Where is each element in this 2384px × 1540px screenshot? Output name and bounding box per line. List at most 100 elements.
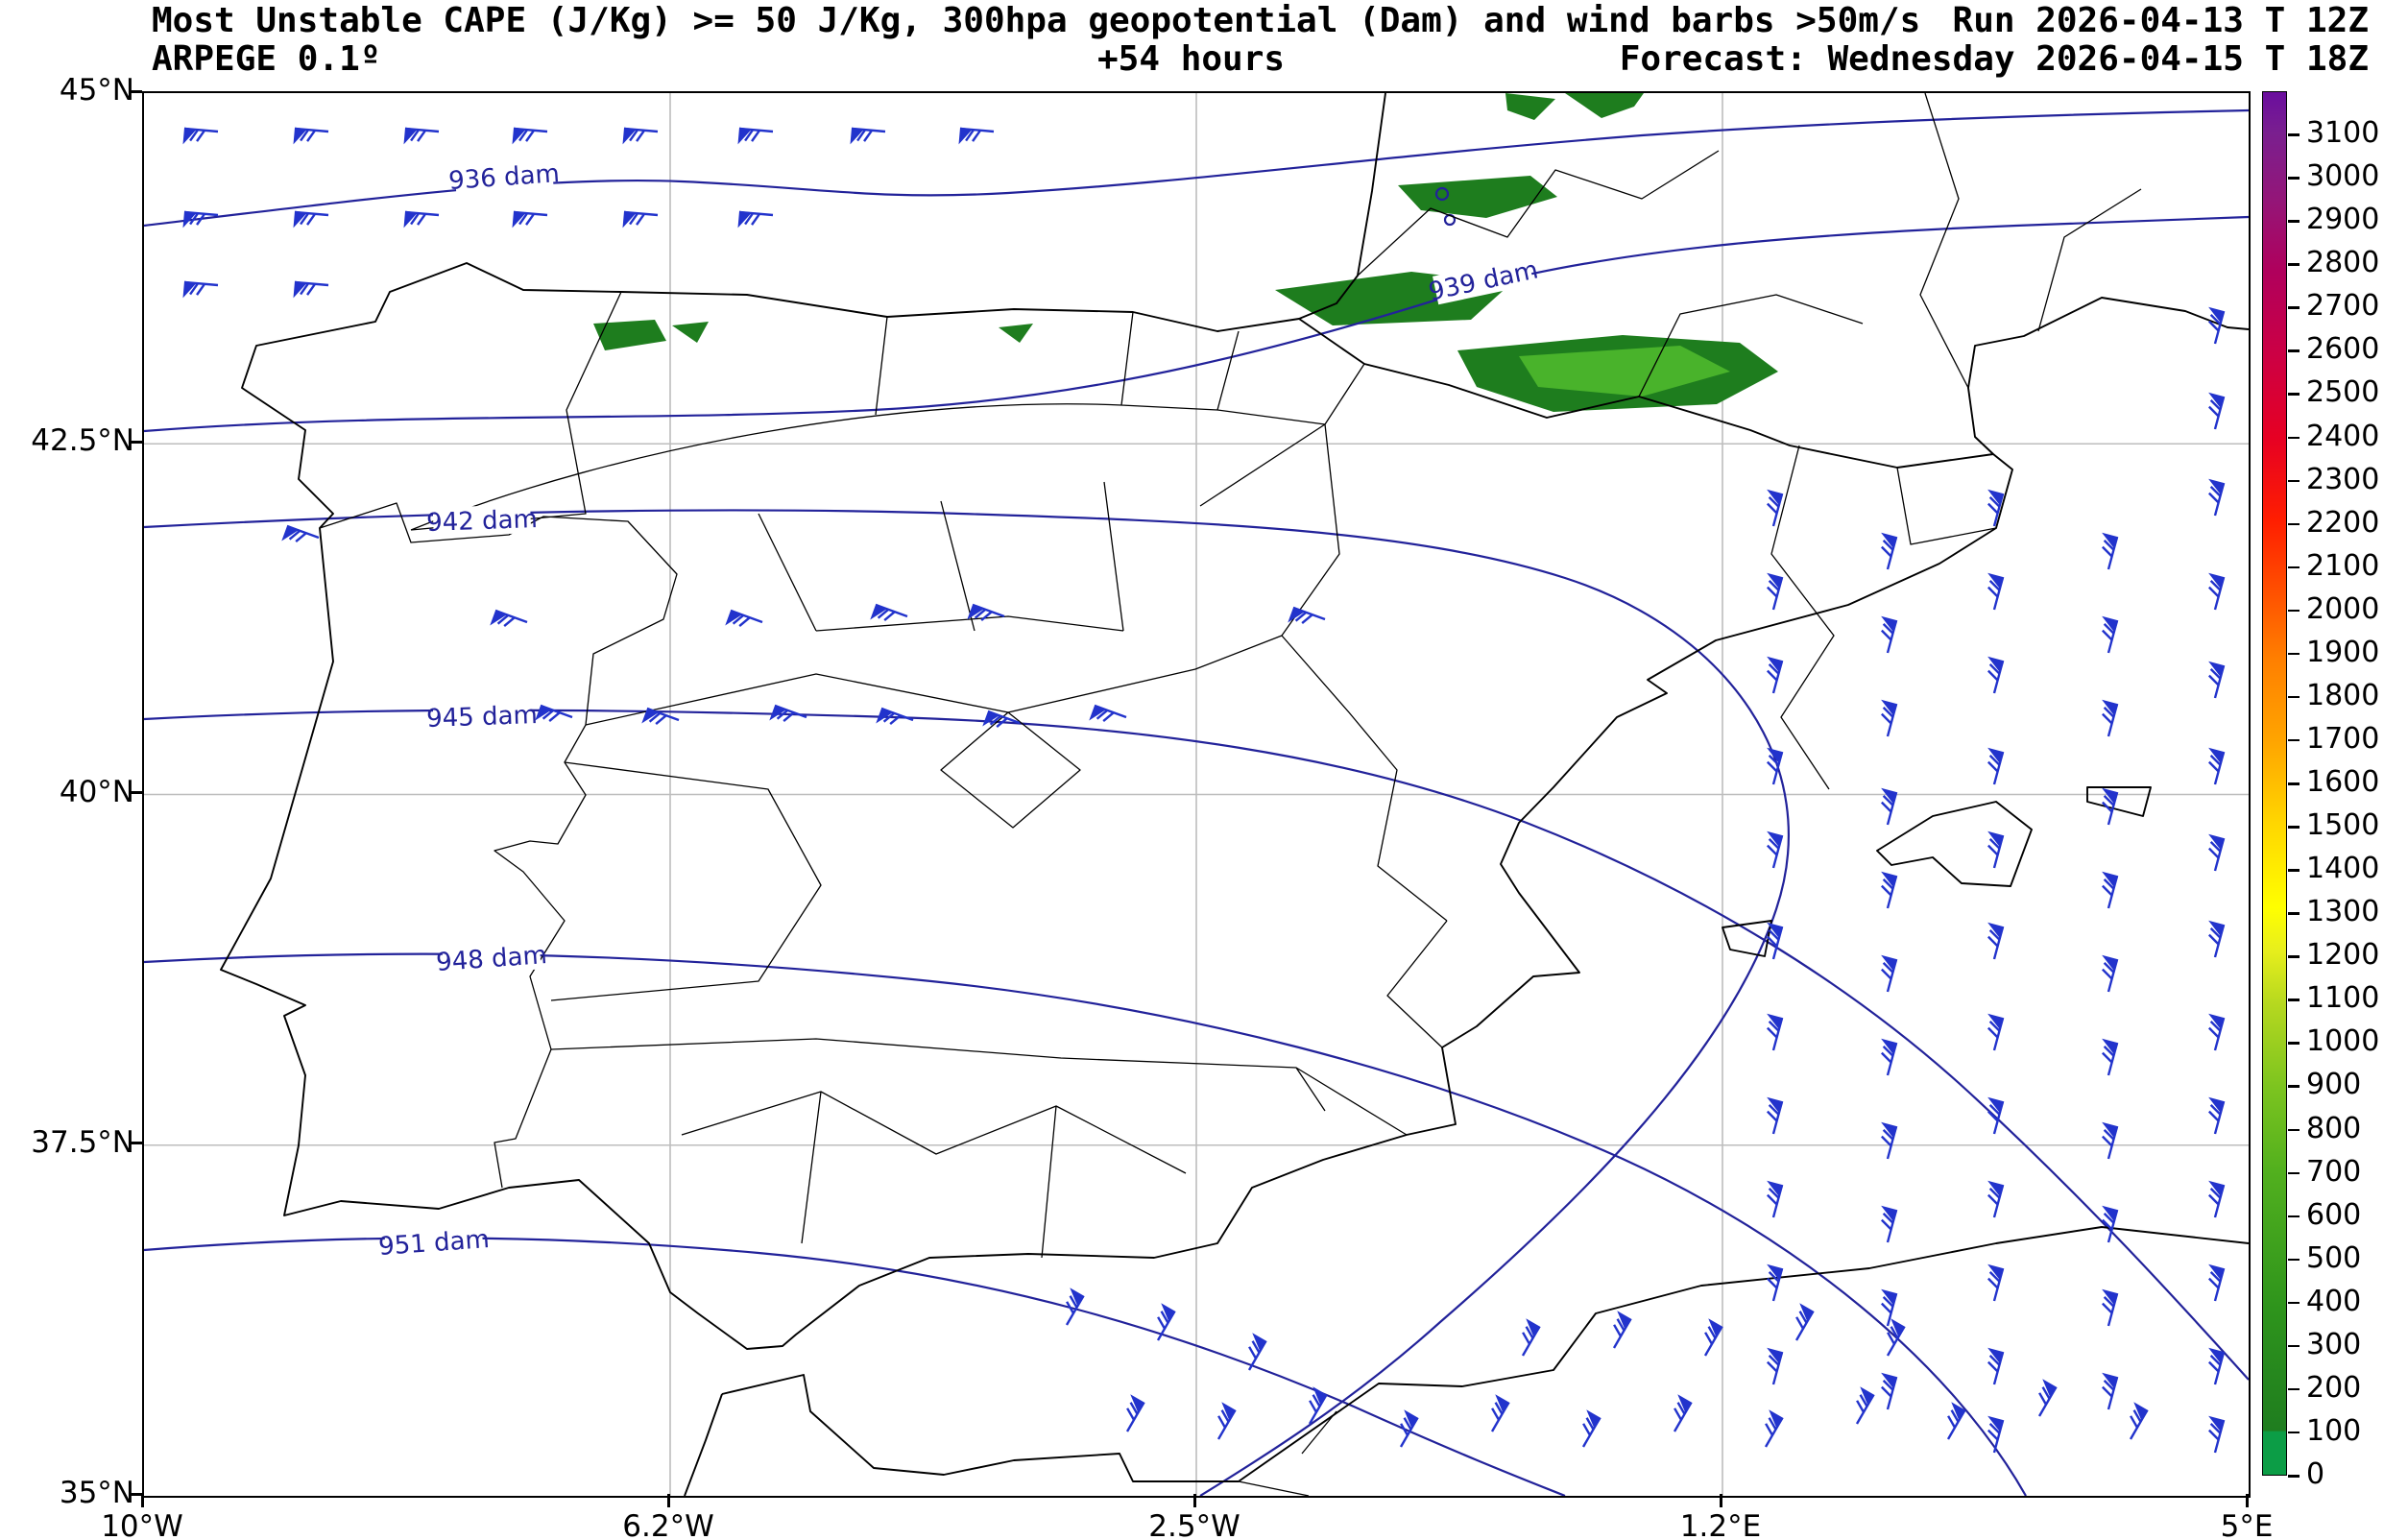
wind-barb [725,609,763,628]
colorbar-tick-label: 1600 [2306,764,2380,799]
colorbar-tick-mark [2288,1301,2300,1305]
y-tick-label: 35°N [59,1476,134,1510]
wind-barb [641,707,680,726]
wind-barb [1766,922,1784,960]
colorbar-tick-mark [2288,1042,2300,1045]
wind-barb [876,707,914,726]
x-tick-mark [140,1494,144,1507]
wind-barb [182,210,219,229]
wind-barb [2101,532,2119,570]
map-title: Most Unstable CAPE (J/Kg) >= 50 J/Kg, 30… [152,1,1921,40]
wind-barb [967,603,1005,622]
colorbar-tick-mark [2288,826,2300,829]
wind-barb [1880,615,1898,654]
wind-barb [1703,1318,1723,1357]
wind-barb [2101,1121,2119,1160]
colorbar-tick-mark [2288,306,2300,309]
wind-barb [870,603,908,622]
svg-text:945 dam: 945 dam [426,701,539,734]
x-tick-mark [1192,1494,1196,1507]
colorbar-tick-mark [2288,393,2300,396]
wind-barb [622,210,659,229]
colorbar-tick-label: 2200 [2306,505,2380,540]
x-tick-label: 5°E [2220,1509,2274,1540]
colorbar-tick-label: 2500 [2306,375,2380,410]
wind-barb [1987,489,2005,527]
colorbar-tick-label: 2400 [2306,419,2380,453]
model-label: ARPEGE 0.1º [152,39,381,79]
wind-barb [2101,1038,2119,1076]
colorbar-tick-mark [2288,349,2300,352]
wind-barb [737,210,774,229]
wind-barb [1521,1318,1541,1357]
wind-barb [1766,830,1784,869]
colorbar-tick-mark [2288,999,2300,1001]
wind-barb [1987,656,2005,694]
colorbar-tick-label: 2700 [2306,289,2380,324]
colorbar-tick-label: 200 [2306,1370,2362,1405]
cape-colorbar [2262,91,2287,1476]
x-tick-label: 2.5°W [1148,1509,1240,1540]
wind-barb [2207,1415,2226,1454]
wind-barb [1880,954,1898,993]
contour-label: 942 dam [426,504,538,538]
colorbar-tick-label: 2000 [2306,591,2380,626]
wind-barb [293,127,329,145]
colorbar-tick-label: 900 [2306,1068,2362,1102]
wind-barb [403,210,440,229]
wind-barb [281,524,320,543]
wind-barb [958,127,995,145]
colorbar-tick-mark [2288,869,2300,872]
portugal-spain-border [319,502,678,1189]
wind-barb [1766,572,1784,611]
contour-label: 951 dam [377,1224,491,1262]
wind-barb [1766,1096,1784,1135]
contour-label: 936 dam [447,158,561,196]
colorbar-tick-label: 800 [2306,1111,2362,1145]
wind-barb [1766,1013,1784,1051]
wind-barb [2101,1288,2119,1327]
wind-barb [737,127,774,145]
wind-barb [1880,871,1898,909]
colorbar-tick-mark [2288,220,2300,223]
colorbar-tick-label: 1700 [2306,721,2380,756]
wind-barb [293,280,329,299]
colorbar-tick-mark [2288,522,2300,526]
wind-barb [1308,1386,1328,1425]
wind-barb [1987,1263,2005,1302]
colorbar-tick-label: 700 [2306,1154,2362,1189]
cape-shaded-areas [593,93,1778,412]
colorbar-tick-label: 2300 [2306,462,2380,496]
wind-barb [2207,306,2226,345]
wind-barb [2101,954,2119,993]
wind-barb [2101,1205,2119,1243]
wind-barb [2207,572,2226,611]
wind-barb [2037,1379,2058,1417]
wind-barb [2207,747,2226,785]
wind-barb [1766,747,1784,785]
colorbar-tick-label: 400 [2306,1284,2362,1318]
wind-barb [182,127,219,145]
colorbar-tick-label: 2800 [2306,246,2380,279]
wind-barb [535,704,573,723]
colorbar-tick-mark [2288,955,2300,958]
colorbar-tick-mark [2288,479,2300,483]
colorbar-tick-mark [2288,782,2300,785]
wind-barb [1764,1409,1784,1448]
wind-barb [1880,532,1898,570]
colorbar-tick-label: 2100 [2306,548,2380,583]
wind-barb [1766,489,1784,527]
wind-barb [1880,1205,1898,1243]
x-tick-mark [1719,1494,1722,1507]
colorbar-tick-label: 0 [2306,1456,2325,1491]
france-africa-borders [1238,93,2142,1496]
lead-time-label: +54 hours [1097,39,1286,79]
colorbar-tick-label: 1400 [2306,851,2380,885]
wind-barb [2207,661,2226,699]
colorbar-tick-mark [2288,695,2300,699]
map-plot-area: 936 dam 939 dam 942 dam 945 dam 948 dam 951 d… [142,91,2251,1498]
colorbar-tick-mark [2288,1258,2300,1262]
graticule-grid [144,93,2249,1496]
wind-barb [2207,392,2226,430]
wind-barb [1089,704,1127,723]
